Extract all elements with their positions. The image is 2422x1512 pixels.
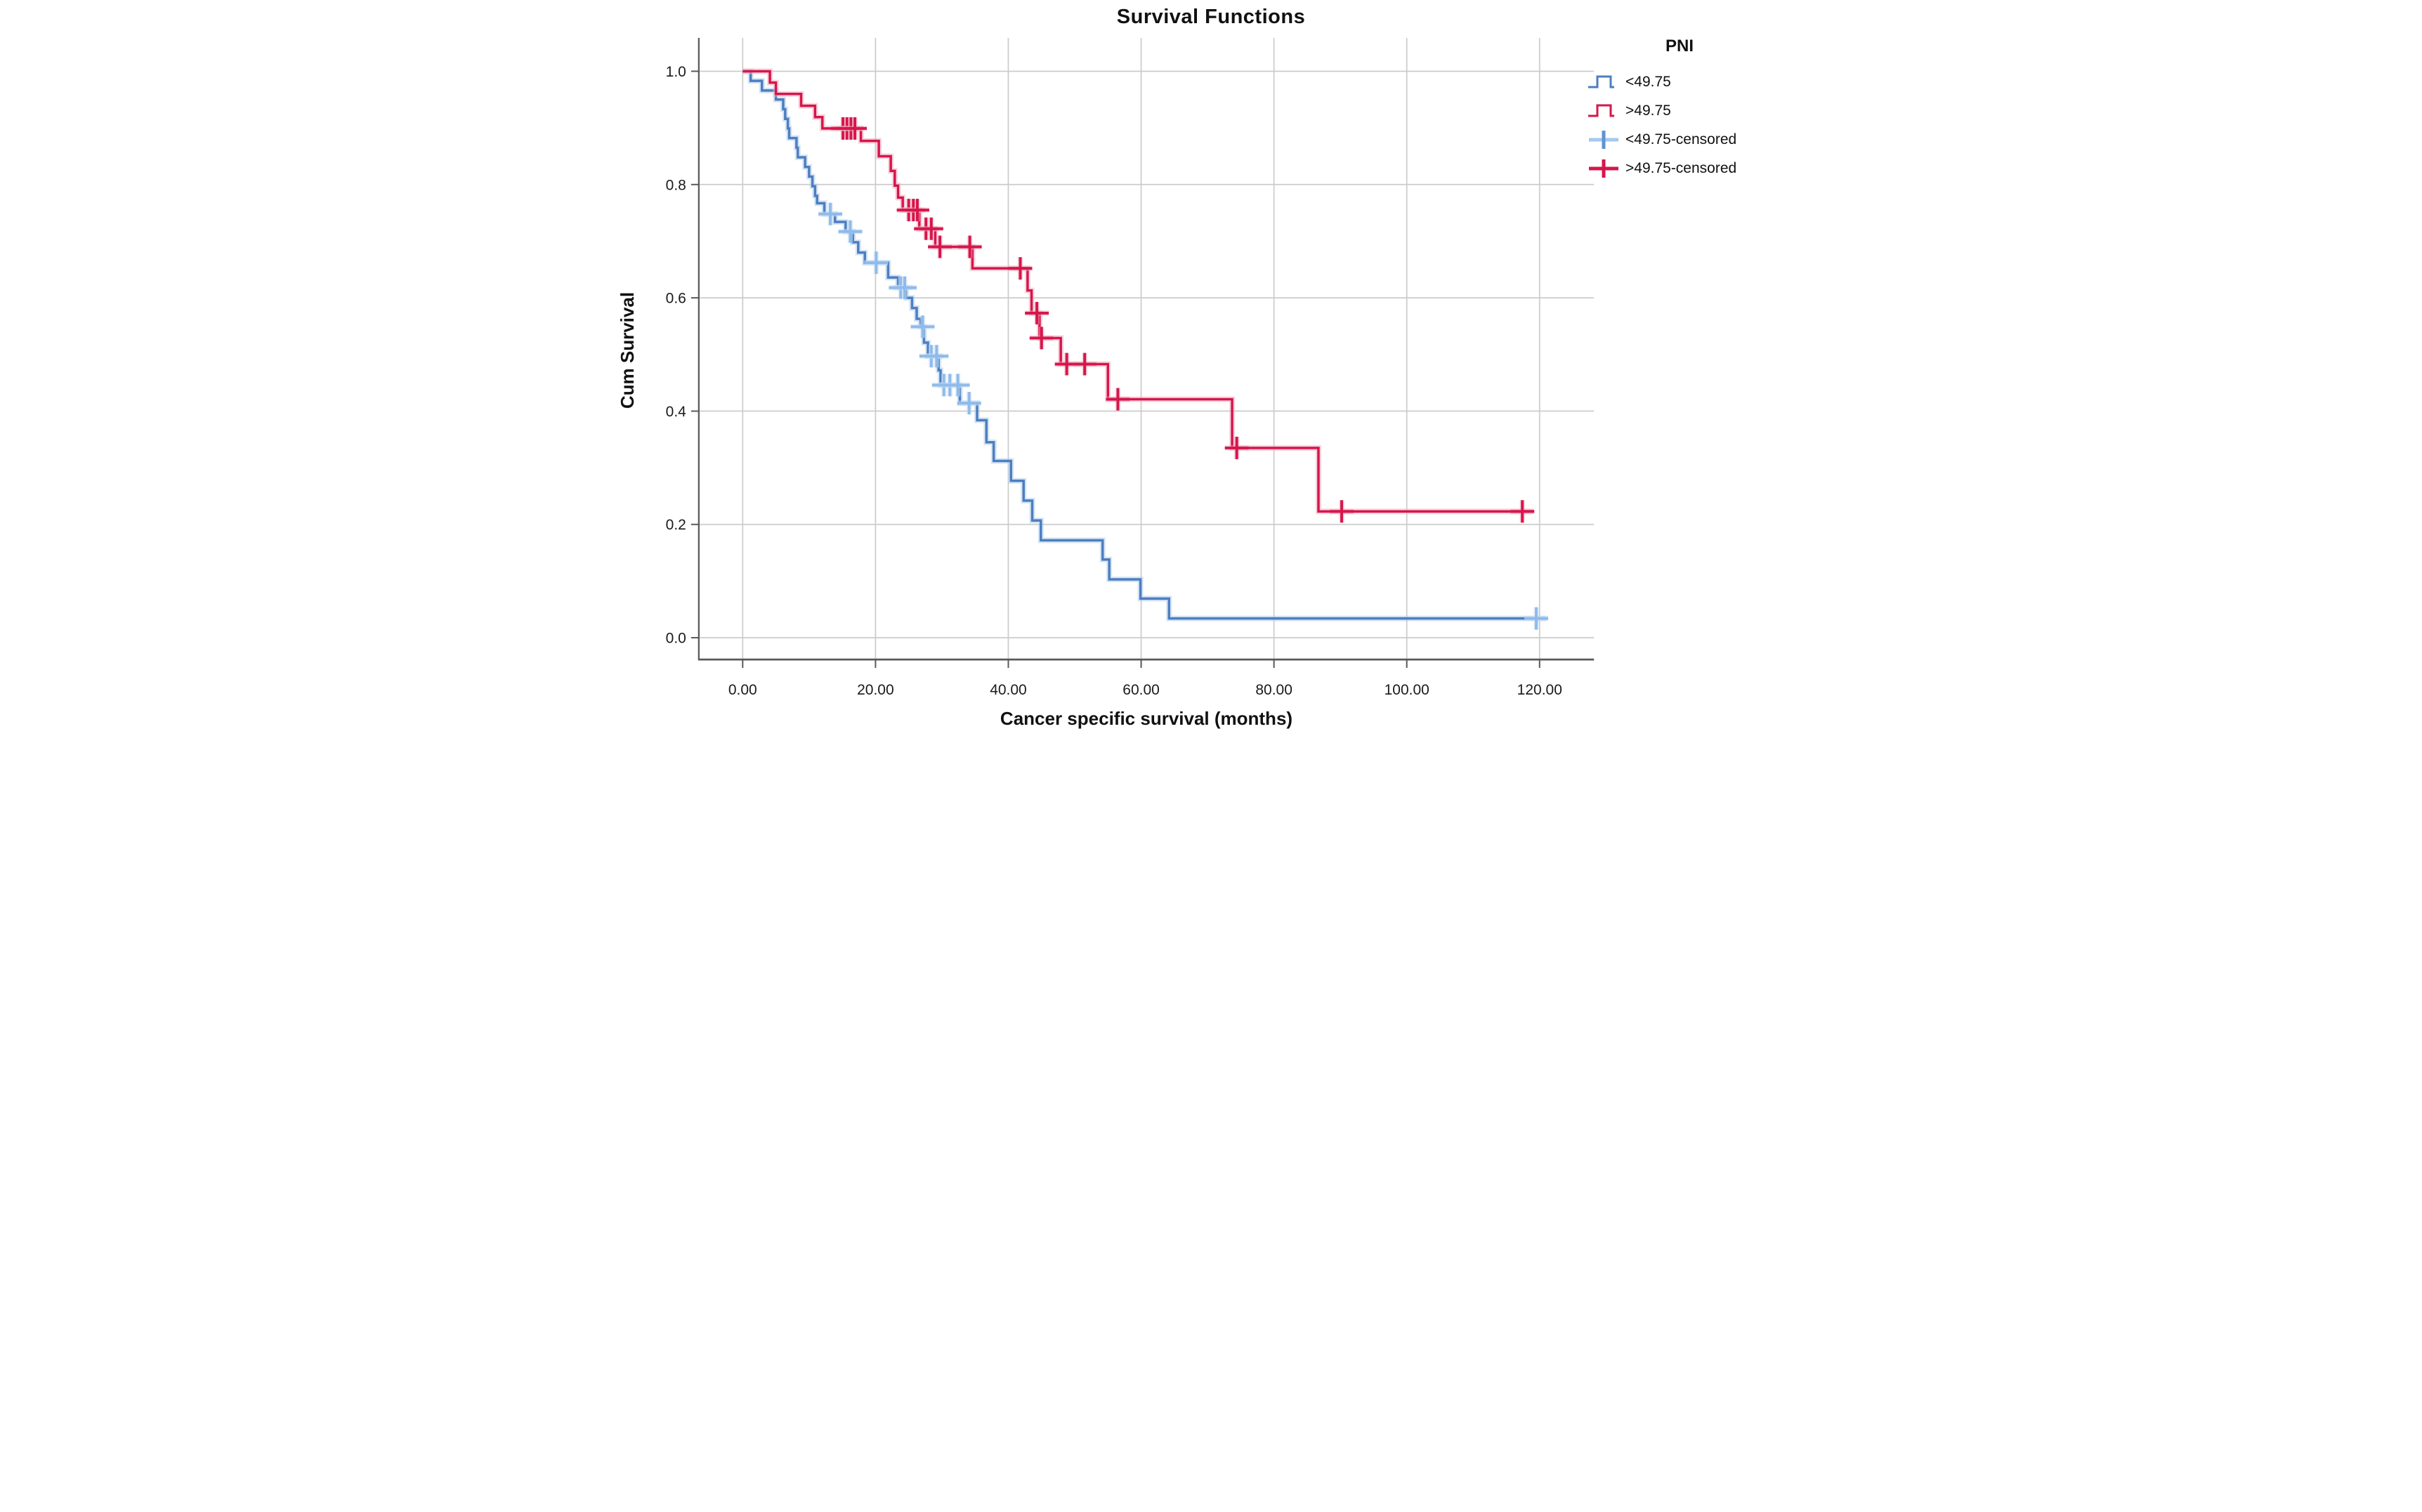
legend-entry-blue-line: <49.75: [1588, 67, 1812, 96]
legend-entry-red-line: >49.75: [1588, 96, 1812, 125]
legend-label: >49.75-censored: [1625, 159, 1737, 176]
y-tick-label: 0.6: [666, 291, 686, 307]
legend-entry-red-censored: >49.75-censored: [1588, 154, 1812, 183]
y-tick-label: 0.8: [666, 177, 686, 193]
plus-censor-swatch-icon: [1589, 159, 1618, 178]
legend-title: PNI: [1665, 37, 1694, 55]
x-axis-label: Cancer specific survival (months): [1000, 708, 1293, 729]
legend-swatch-0: [1588, 75, 1614, 88]
step-line-swatch-icon: [1588, 75, 1614, 88]
x-tick-label: 60.00: [1122, 682, 1160, 698]
x-tick-label: 0.00: [728, 682, 757, 698]
survival-curve-0: [742, 70, 1547, 620]
x-tick-label: 20.00: [857, 682, 894, 698]
legend-entry-blue-censored: <49.75-censored: [1588, 125, 1812, 154]
survival-chart-figure: 0.0 0.2 0.4 0.6 0.8 1.0 0.00 20.00 40.00 60.00 80.…: [606, 0, 1816, 756]
y-axis-label: Cum Survival: [617, 291, 638, 409]
x-tick-label: 80.00: [1255, 682, 1292, 698]
legend-label: >49.75: [1625, 102, 1671, 119]
y-tick-label: 0.2: [666, 517, 686, 533]
step-line-swatch-icon: [1588, 104, 1614, 117]
y-tick-label: 0.0: [666, 631, 686, 647]
y-tick-label: 0.4: [666, 404, 687, 420]
x-tick-label: 120.00: [1517, 682, 1562, 698]
legend-label: <49.75: [1625, 73, 1671, 90]
legend: PNI <49.75 >49.75 <49.75-censored: [1588, 37, 1812, 183]
x-tick-label: 40.00: [990, 682, 1027, 698]
legend-label: <49.75-censored: [1625, 131, 1737, 147]
plus-censor-swatch-icon: [1589, 130, 1618, 149]
y-tick-label: 1.0: [666, 64, 686, 80]
legend-swatch-1: [1588, 104, 1614, 117]
survival-curve-1: [742, 70, 1533, 513]
survival-curve-halo-0: [742, 68, 1547, 622]
chart-title: Survival Functions: [1116, 6, 1306, 28]
km-plot-canvas: 0.0 0.2 0.4 0.6 0.8 1.0 0.00 20.00 40.00 60.00 80.…: [666, 37, 1595, 698]
x-tick-label: 100.00: [1385, 682, 1429, 698]
